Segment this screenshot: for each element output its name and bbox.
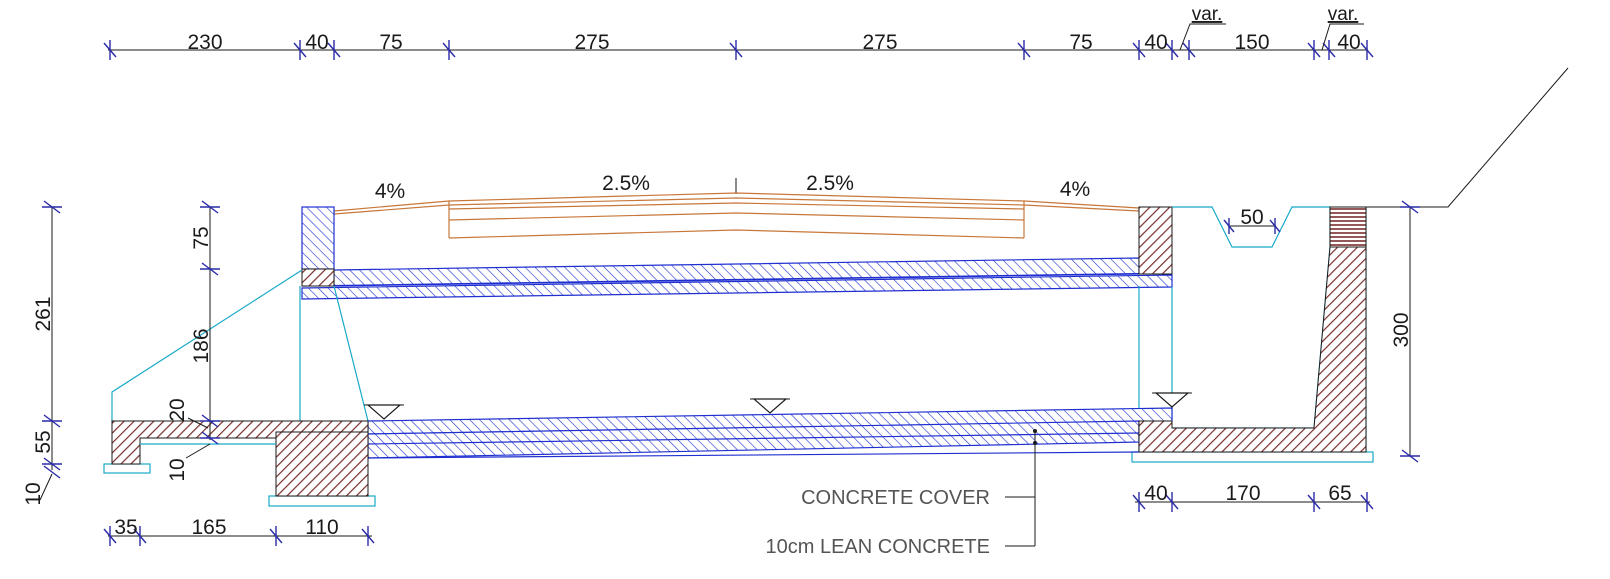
dim-186: 186 xyxy=(190,328,213,363)
slope-4-right: 4% xyxy=(1060,178,1090,201)
dim-10-bottom: 10 xyxy=(22,482,45,505)
dim-75-right: 75 xyxy=(1069,31,1092,54)
material-labels: CONCRETE COVER 10cm LEAN CONCRETE xyxy=(766,429,1037,558)
right-vertical-dims: 300 50 xyxy=(1223,200,1420,463)
top-dimension-chain: 230 40 75 275 275 75 40 150 40 var. var. xyxy=(103,4,1374,60)
var-label-2: var. xyxy=(1328,4,1359,25)
right-parapet xyxy=(1138,206,1173,275)
dim-75-left: 75 xyxy=(379,31,402,54)
bottom-left-dims: 35 165 110 xyxy=(103,516,375,546)
dim-275-right: 275 xyxy=(862,31,897,54)
right-channel xyxy=(1138,206,1367,453)
dim-20: 20 xyxy=(166,398,189,421)
var-label-1: var. xyxy=(1192,4,1223,25)
dim-40-left: 40 xyxy=(305,31,328,54)
bottom-slab xyxy=(367,407,1173,459)
water-level-markers xyxy=(364,392,1192,420)
slope-4-left: 4% xyxy=(375,180,405,203)
dim-300: 300 xyxy=(1390,312,1413,347)
dim-75-vert: 75 xyxy=(190,226,213,249)
slope-2-5-right: 2.5% xyxy=(806,172,854,195)
dim-10-mid: 10 xyxy=(166,458,189,481)
dim-40-end: 40 xyxy=(1337,31,1360,54)
label-concrete-cover: CONCRETE COVER xyxy=(801,487,990,509)
dim-40-bottom: 40 xyxy=(1144,482,1167,505)
slope-2-5-left: 2.5% xyxy=(602,172,650,195)
dim-35: 35 xyxy=(114,516,137,539)
dim-65: 65 xyxy=(1328,482,1351,505)
dim-261: 261 xyxy=(32,296,55,331)
dim-275-left: 275 xyxy=(574,31,609,54)
dim-50: 50 xyxy=(1240,206,1263,229)
dim-230: 230 xyxy=(187,31,222,54)
top-slab xyxy=(301,257,1173,300)
label-lean-concrete: 10cm LEAN CONCRETE xyxy=(766,536,991,558)
dim-110: 110 xyxy=(305,516,338,539)
dim-165: 165 xyxy=(191,516,226,539)
left-vertical-dims: 261 75 186 20 55 10 10 xyxy=(22,200,220,506)
left-foundation xyxy=(111,420,369,497)
bottom-right-dims: 40 170 65 xyxy=(1132,482,1374,512)
dim-170: 170 xyxy=(1225,482,1260,505)
road-pavement: 4% 2.5% 2.5% 4% xyxy=(333,172,1140,239)
dim-40-right: 40 xyxy=(1144,31,1167,54)
dim-55: 55 xyxy=(32,430,55,453)
dim-150: 150 xyxy=(1234,31,1269,54)
left-parapet xyxy=(301,206,335,287)
